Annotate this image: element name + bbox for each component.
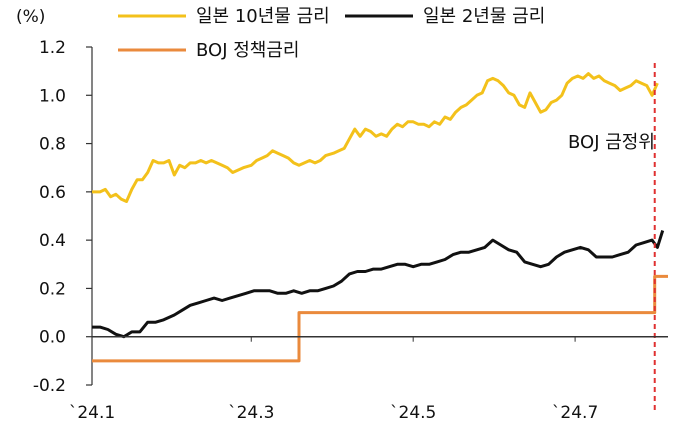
x-tick-label: `24.5 [390,403,436,423]
y-tick-label: 0.6 [39,183,66,203]
x-tick-label: `24.7 [552,403,598,423]
x-tick-label: `24.3 [228,403,274,423]
x-axis-ticks: `24.1 `24.3 `24.5 `24.7 [69,336,598,423]
y-tick-label: 1.2 [39,38,66,58]
legend-item-2y: 일본 2년물 금리 [345,6,545,27]
series-lines [92,72,668,363]
y-tick-label: 0.8 [39,135,66,155]
legend-item-10y: 일본 10년물 금리 [118,6,330,27]
legend-item-policy-rate: BOJ 정책금리 [118,40,299,61]
legend: 일본 10년물 금리 일본 2년물 금리 BOJ 정책금리 [118,6,545,61]
legend-label-2y: 일본 2년물 금리 [423,6,545,27]
y-tick-label: 0.2 [39,279,66,299]
y-tick-label: 0.4 [39,231,66,251]
y-tick-label: 0.0 [39,328,66,348]
y-tick-label: 1.0 [39,86,66,106]
series-line-2y [92,230,665,339]
unit-label: (%) [16,7,45,27]
boj-meeting-label: BOJ 금정위 [568,132,655,153]
y-tick-label: -0.2 [33,376,66,396]
legend-label-policy-rate: BOJ 정책금리 [196,40,299,61]
series-line-policy-rate [92,274,668,363]
series-line-10y [92,72,659,203]
x-tick-label: `24.1 [69,403,115,423]
legend-label-10y: 일본 10년물 금리 [196,6,330,27]
y-axis-ticks: 1.2 1.0 0.8 0.6 0.4 0.2 0.0 -0.2 [33,38,93,396]
